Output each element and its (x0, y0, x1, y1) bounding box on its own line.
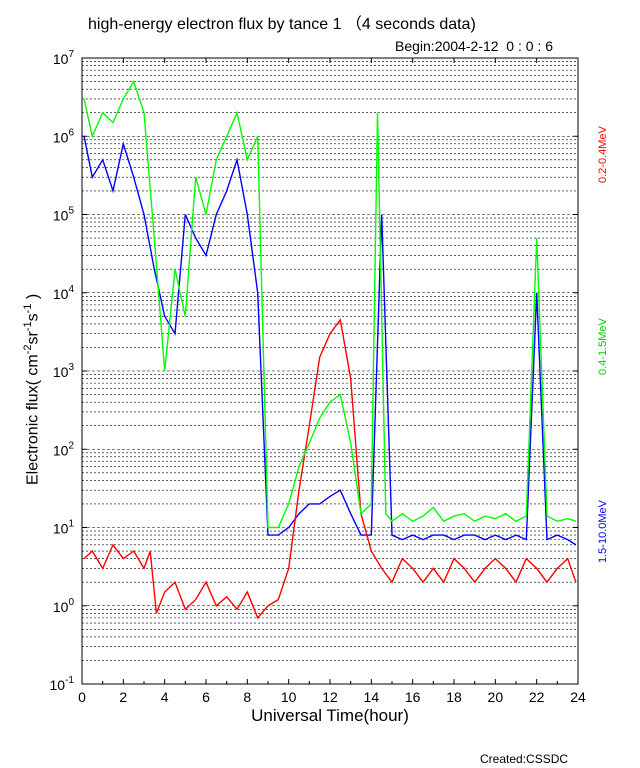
y-tick-label: 103 (53, 362, 75, 380)
y-tick-label: 10-1 (50, 675, 75, 693)
chart-title: high-energy electron flux by tance 1 （4 … (88, 16, 476, 33)
x-tick-label: 4 (161, 689, 169, 705)
y-tick-label: 105 (53, 206, 75, 224)
created-credit: Created:CSSDC (480, 752, 569, 766)
x-tick-label: 6 (202, 689, 210, 705)
x-tick-label: 18 (446, 689, 462, 705)
x-tick-label: 2 (119, 689, 127, 705)
legend-label-2: 1.5-10.0MeV (597, 500, 609, 563)
series-line-2 (83, 136, 577, 546)
y-tick-label: 104 (53, 284, 75, 302)
x-tick-label: 8 (243, 689, 251, 705)
x-tick-label: 16 (405, 689, 421, 705)
series-line-1 (83, 79, 577, 529)
y-tick-label: 100 (53, 597, 75, 615)
legend-label-0: 0.2-0.4MeV (597, 126, 609, 183)
x-tick-label: 10 (281, 689, 297, 705)
x-tick-label: 14 (364, 689, 380, 705)
y-tick-label: 106 (53, 127, 75, 145)
x-axis-label: Universal Time(hour) (251, 706, 409, 725)
x-tick-label: 24 (570, 689, 586, 705)
x-tick-label: 0 (78, 689, 86, 705)
legend-label-1: 0.4-1.5MeV (597, 318, 609, 375)
y-tick-label: 107 (53, 49, 75, 67)
begin-time-label: Begin:2004-2-12 0 : 0 : 6 (395, 38, 553, 54)
x-tick-label: 22 (529, 689, 545, 705)
series-line-0 (83, 318, 577, 620)
x-tick-label: 12 (322, 689, 338, 705)
y-tick-label: 101 (53, 519, 75, 537)
y-tick-label: 102 (53, 440, 75, 458)
x-tick-label: 20 (488, 689, 504, 705)
